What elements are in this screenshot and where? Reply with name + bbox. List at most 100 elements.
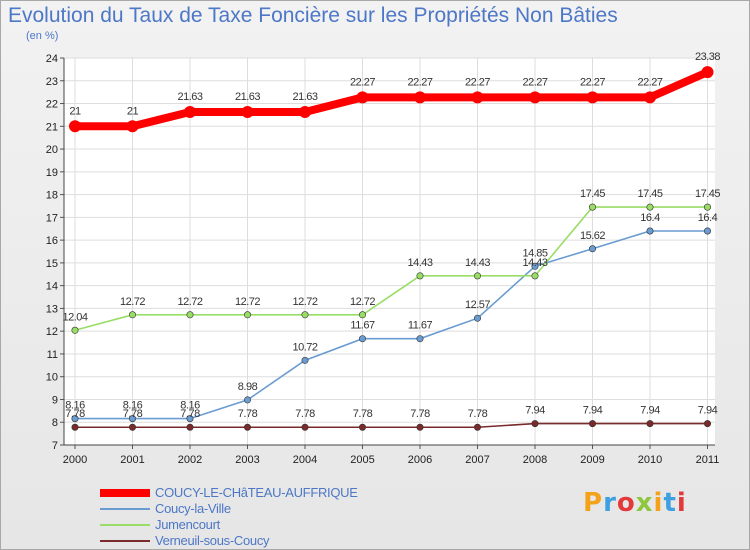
series-point: [301, 311, 309, 319]
y-tick-label: 23: [46, 76, 58, 88]
series-point: [358, 423, 366, 431]
data-label: 7.78: [123, 408, 143, 420]
data-label: 21.63: [235, 91, 260, 103]
series-point: [356, 91, 369, 104]
x-tick-label: 2001: [120, 454, 144, 466]
y-tick-label: 13: [46, 303, 58, 315]
series-point: [531, 272, 539, 280]
y-tick-label: 17: [46, 212, 58, 224]
logo-letter: P: [583, 488, 604, 518]
data-label: 7.78: [238, 408, 258, 420]
series-line-3: [75, 422, 708, 429]
logo-letter: r: [603, 488, 617, 518]
data-label: 22.27: [580, 76, 605, 88]
series-point: [588, 203, 596, 211]
y-tick-label: 10: [46, 372, 58, 384]
series-point: [588, 420, 596, 428]
series-point: [244, 396, 252, 404]
series-point: [416, 272, 424, 280]
series-point: [646, 227, 654, 235]
series-point: [416, 423, 424, 431]
data-label: 7.94: [583, 405, 603, 417]
logo-letter: t: [663, 488, 677, 518]
data-label: 17.45: [637, 188, 662, 200]
x-tick-label: 2003: [235, 454, 259, 466]
logo-letter: x: [635, 488, 654, 518]
series-point: [531, 420, 539, 428]
data-label: 17.45: [695, 188, 720, 200]
series-line-1: [75, 230, 708, 420]
data-label: 16.4: [640, 212, 660, 224]
series-point: [646, 420, 654, 428]
series-point: [473, 314, 481, 322]
series-point: [71, 326, 79, 334]
series-point: [129, 311, 137, 319]
data-label: 14.43: [407, 257, 432, 269]
series-point: [244, 423, 252, 431]
y-tick-label: 21: [46, 121, 58, 133]
y-tick-label: 15: [46, 258, 58, 270]
series-point: [531, 262, 539, 270]
y-tick-label: 11: [47, 349, 58, 361]
data-label: 21: [127, 105, 139, 117]
series-point: [586, 91, 599, 104]
data-label: 12.72: [177, 296, 202, 308]
legend-label: COUCY-LE-CHâTEAU-AUFFRIQUE: [155, 485, 358, 500]
data-label: 7.94: [640, 405, 660, 417]
data-label: 7.78: [180, 408, 200, 420]
x-tick-label: 2008: [523, 454, 547, 466]
legend-swatch: [100, 489, 150, 497]
data-label: 11.67: [408, 320, 433, 332]
y-tick-label: 14: [46, 281, 58, 293]
y-tick-label: 16: [46, 235, 58, 247]
series-point: [184, 105, 196, 118]
series-point: [358, 311, 366, 319]
series-point: [416, 335, 424, 343]
legend-swatch: [100, 524, 150, 526]
y-axis-unit-label: (en %): [26, 30, 59, 42]
data-label: 21.63: [292, 91, 317, 103]
data-label: 22.27: [350, 76, 375, 88]
data-label: 12.04: [62, 311, 87, 323]
data-label: 22.27: [407, 76, 432, 88]
logo-letter: o: [616, 488, 636, 518]
y-tick-label: 19: [46, 167, 58, 179]
data-label: 12.72: [350, 296, 375, 308]
series-point: [588, 245, 596, 253]
data-label: 7.94: [525, 405, 545, 417]
series-point: [129, 415, 137, 423]
x-tick-label: 2007: [465, 454, 489, 466]
series-point: [644, 91, 656, 104]
data-label: 22.27: [465, 76, 490, 88]
data-label: 14.43: [465, 257, 490, 269]
data-label: 8.98: [238, 381, 258, 393]
series-point: [646, 203, 654, 211]
data-label: 22.27: [637, 76, 662, 88]
series-point: [241, 105, 254, 118]
y-tick-label: 8: [52, 417, 58, 429]
series-point: [414, 91, 426, 104]
series-point: [703, 227, 711, 235]
logo-letter: i: [653, 488, 664, 518]
y-tick-label: 22: [46, 99, 58, 111]
x-tick-label: 2000: [63, 454, 87, 466]
data-label: 21: [69, 105, 81, 117]
legend-label: Coucy-la-Ville: [155, 501, 231, 516]
data-label: 7.78: [295, 408, 315, 420]
series-point: [186, 311, 194, 319]
data-label: 8.16: [180, 400, 200, 412]
series-line-0: [71, 68, 712, 131]
data-label: 8.16: [123, 400, 143, 412]
data-label: 14.43: [522, 257, 547, 269]
data-label: 10.72: [292, 341, 317, 353]
data-label: 12.72: [235, 296, 260, 308]
series-point: [126, 120, 139, 133]
data-label: 21.63: [177, 91, 202, 103]
data-label: 22.27: [522, 76, 547, 88]
legend-swatch: [100, 540, 150, 542]
chart-title: Evolution du Taux de Taxe Foncière sur l…: [8, 4, 618, 27]
y-tick-label: 12: [46, 326, 58, 338]
data-label: 12.57: [465, 299, 490, 311]
series-point: [186, 415, 194, 423]
